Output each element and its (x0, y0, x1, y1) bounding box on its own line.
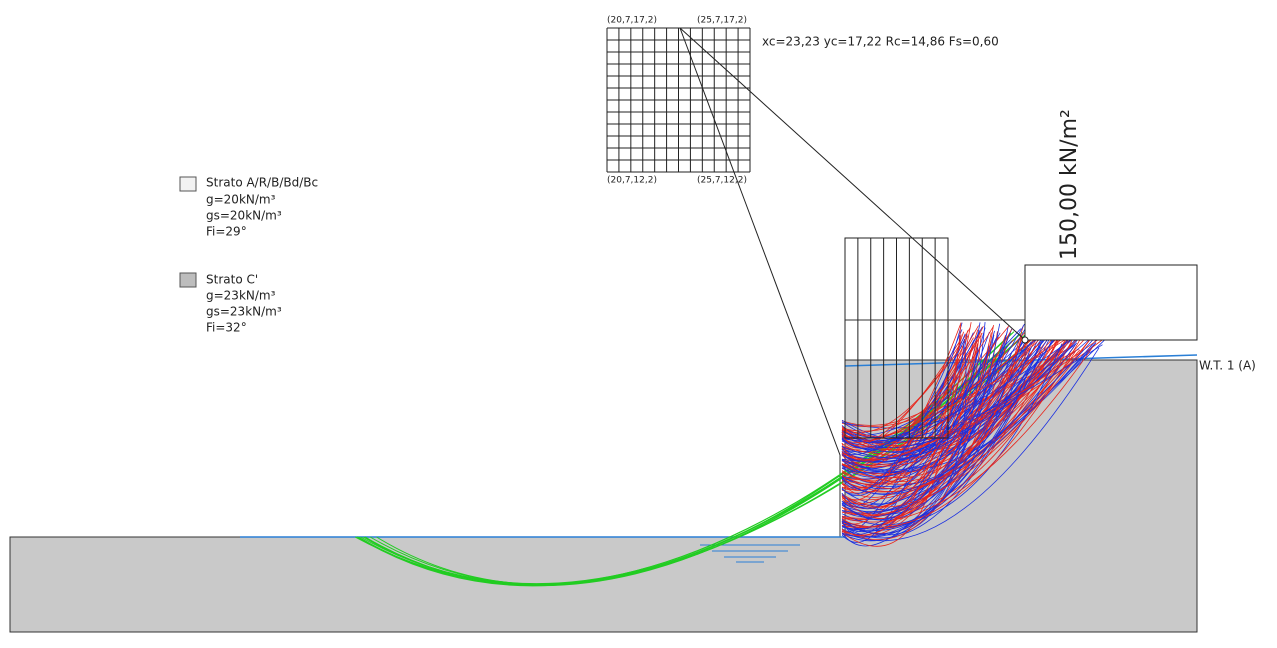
center-grid (607, 28, 750, 172)
water-table-label: W.T. 1 (A) (1199, 359, 1256, 373)
legend-text: g=20kN/m³ (206, 193, 276, 207)
radius-line (680, 28, 840, 455)
legend-text: gs=23kN/m³ (206, 305, 282, 319)
legend-text: Fi=29° (206, 225, 247, 239)
grid-corner: (20,7,12,2) (607, 176, 657, 186)
grid-corner: (25,7,12,2) (697, 176, 747, 186)
load-box (1025, 265, 1197, 340)
legend-swatch (180, 177, 196, 191)
center-point (1022, 337, 1028, 343)
legend-text: gs=20kN/m³ (206, 209, 282, 223)
legend-label: Strato C' (206, 273, 258, 287)
diagram: (20,7,17,2) (25,7,17,2) (20,7,12,2) (25,… (0, 0, 1277, 648)
legend-text: g=23kN/m³ (206, 289, 276, 303)
result-label: xc=23,23 yc=17,22 Rc=14,86 Fs=0,60 (762, 35, 999, 49)
soil-lower (10, 360, 1197, 632)
load-label: 150,00 kN/m² (1057, 109, 1082, 260)
legend-label: Strato A/R/B/Bd/Bc (206, 176, 318, 190)
legend-swatch (180, 273, 196, 287)
grid-corner: (20,7,17,2) (607, 16, 657, 26)
legend-text: Fi=32° (206, 321, 247, 335)
grid-corner: (25,7,17,2) (697, 16, 747, 26)
